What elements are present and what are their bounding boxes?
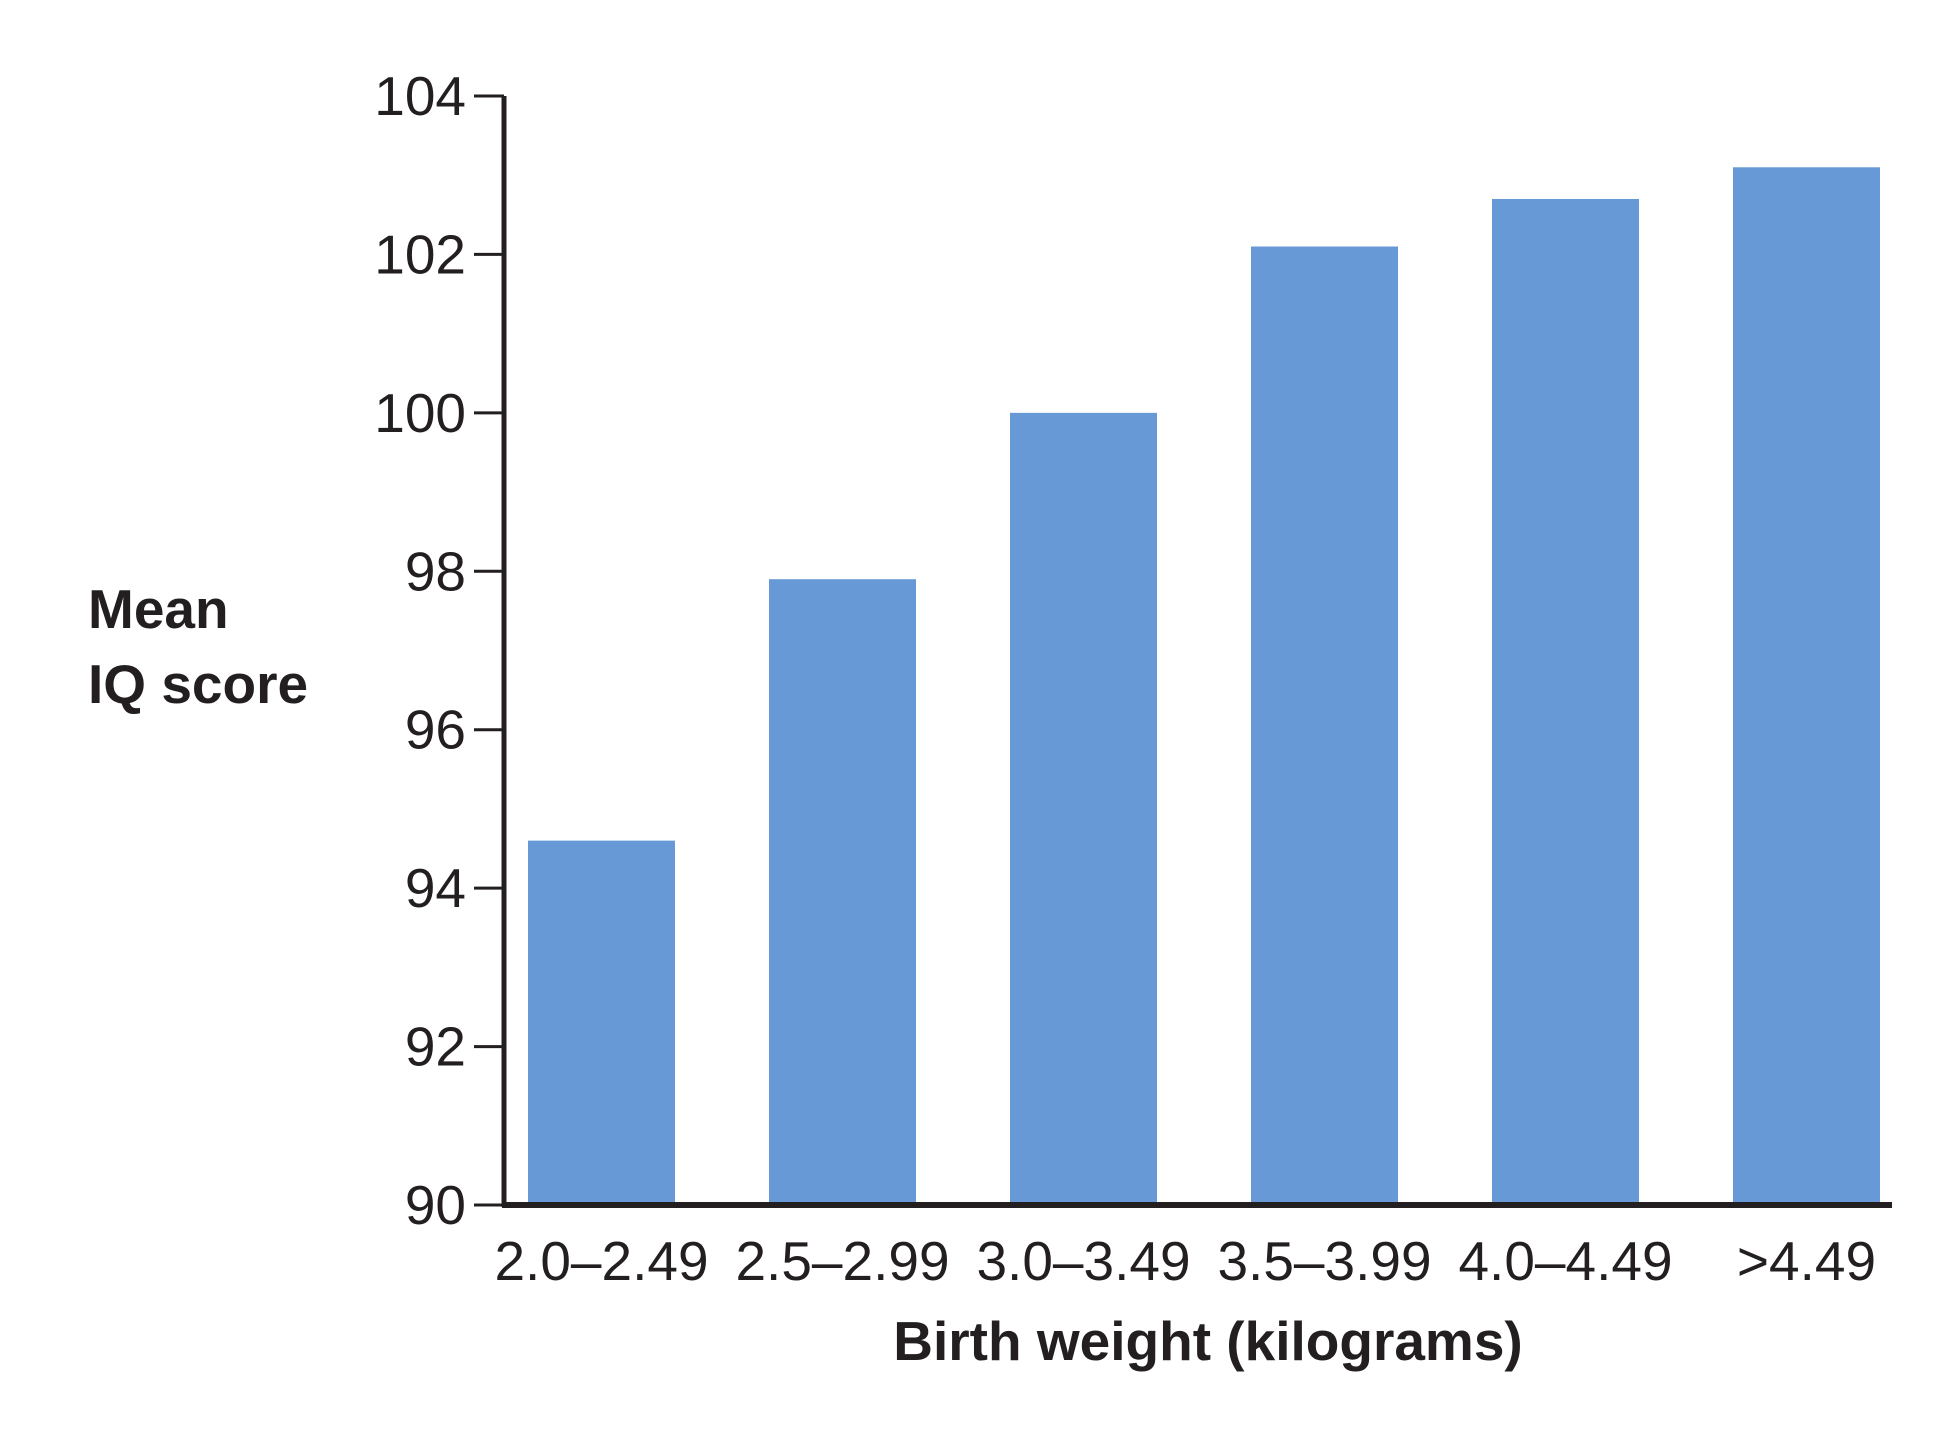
bar (769, 579, 916, 1205)
bar (1251, 246, 1398, 1205)
x-axis-title: Birth weight (kilograms) (893, 1310, 1523, 1372)
x-tick-label: 3.0–3.49 (976, 1230, 1190, 1292)
y-tick-label: 102 (374, 223, 466, 285)
x-ticks: 2.0–2.49 2.5–2.99 3.0–3.49 3.5–3.99 4.0–4.49… (494, 1230, 1876, 1292)
y-tick-label: 92 (405, 1016, 466, 1078)
y-tick-label: 98 (405, 540, 466, 602)
y-ticks: 90 92 94 96 98 100 102 104 (374, 65, 504, 1236)
bars-layer (528, 167, 1880, 1206)
x-tick-label: 4.0–4.49 (1458, 1230, 1672, 1292)
bar (1010, 412, 1157, 1205)
bar (1492, 198, 1639, 1205)
bar (1733, 167, 1880, 1206)
bar (528, 840, 675, 1205)
y-tick-label: 96 (405, 699, 466, 761)
x-tick-label: 2.0–2.49 (494, 1230, 708, 1292)
y-axis-title-line-1: Mean (88, 578, 229, 640)
axes-layer (501, 96, 1892, 1208)
y-tick-label: 104 (374, 65, 466, 127)
x-tick-label: >4.49 (1737, 1230, 1876, 1292)
y-tick-label: 94 (405, 857, 466, 919)
y-tick-label: 90 (405, 1174, 466, 1236)
y-axis-title-line-2: IQ score (88, 653, 308, 715)
x-tick-label: 3.5–3.99 (1217, 1230, 1431, 1292)
y-tick-label: 100 (374, 382, 466, 444)
x-tick-label: 2.5–2.99 (735, 1230, 949, 1292)
